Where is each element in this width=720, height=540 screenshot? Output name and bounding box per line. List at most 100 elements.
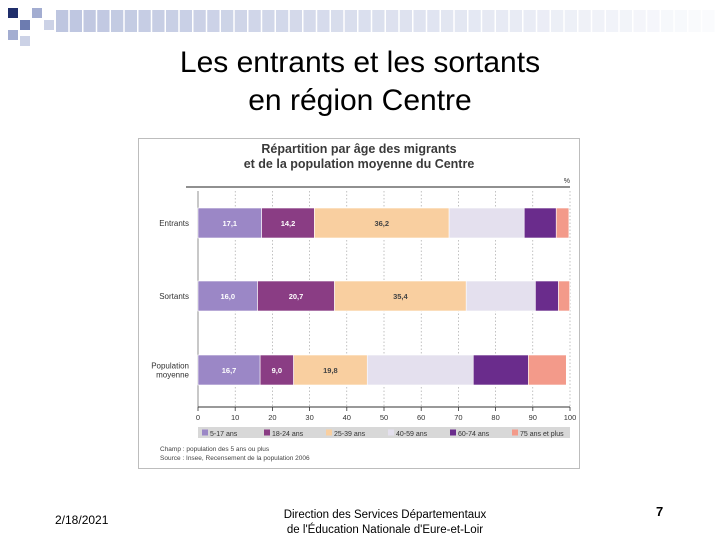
bar-2-5 [528, 354, 567, 386]
legend-label-1: 18-24 ans [272, 431, 304, 438]
footer-date: 2/18/2021 [55, 513, 109, 527]
bar-2-3 [366, 354, 474, 386]
category-label-2-0: Population [151, 362, 189, 371]
data-label-0-1: 14,2 [281, 219, 296, 228]
decor-square-1 [20, 20, 30, 30]
x-tick-label-60: 60 [417, 413, 425, 422]
x-tick-label-30: 30 [305, 413, 313, 422]
bar-0-1 [261, 207, 315, 239]
decor-stripe-31 [482, 10, 495, 32]
x-tick-label-50: 50 [380, 413, 388, 422]
decor-stripe-33 [509, 10, 522, 32]
legend-swatch-2 [326, 429, 332, 436]
x-tick-label-80: 80 [491, 413, 499, 422]
slide-title-line-2: en région Centre [248, 84, 472, 117]
x-tick-label-40: 40 [343, 413, 351, 422]
decor-square-2 [32, 8, 42, 18]
decor-stripe-18 [303, 10, 316, 32]
x-tick-label-0: 0 [196, 413, 200, 422]
decor-square-4 [8, 30, 18, 40]
chart-note-1: Source : Insee, Recensement de la popula… [160, 455, 310, 462]
chart-unit-label: % [564, 178, 570, 185]
decor-stripe-26 [413, 10, 426, 32]
decor-stripe-25 [399, 10, 412, 32]
legend-label-5: 75 ans et plus [520, 431, 564, 438]
legend-swatch-3 [388, 429, 394, 436]
decor-stripe-13 [234, 10, 247, 32]
decor-stripe-36 [551, 10, 564, 32]
bar-1-5 [558, 280, 570, 312]
bar-2-1 [259, 354, 294, 386]
bar-0-5 [555, 207, 570, 239]
decor-stripe-40 [606, 10, 619, 32]
decor-stripe-47 [702, 10, 715, 32]
footer-line-2: de l'Éducation Nationale d'Eure-et-Loir [286, 524, 484, 536]
decor-stripe-22 [358, 10, 371, 32]
decor-stripe-38 [578, 10, 591, 32]
decor-stripe-11 [207, 10, 220, 32]
legend-label-3: 40-59 ans [396, 431, 428, 438]
decor-stripe-15 [262, 10, 275, 32]
data-label-1-1: 20,7 [289, 292, 304, 301]
footer-line-1: Direction des Services Départementaux [283, 509, 487, 521]
data-label-1-0: 16,0 [220, 292, 235, 301]
data-label-2-1: 9,0 [272, 366, 282, 375]
decor-stripe-3 [97, 10, 110, 32]
decor-stripe-8 [166, 10, 179, 32]
x-tick-label-10: 10 [231, 413, 239, 422]
footer-text: Direction des Services Départementaux de… [240, 508, 530, 538]
decor-stripe-35 [537, 10, 550, 32]
legend-swatch-4 [450, 429, 456, 436]
decor-stripe-24 [386, 10, 399, 32]
decor-stripe-34 [523, 10, 536, 32]
decor-stripe-46 [688, 10, 701, 32]
decor-stripe-0 [56, 10, 69, 32]
header-decoration [8, 8, 715, 46]
bar-1-4 [535, 280, 559, 312]
decor-stripe-9 [179, 10, 192, 32]
decor-stripe-19 [317, 10, 330, 32]
legend-background [198, 427, 570, 438]
bar-0-2 [314, 207, 450, 239]
decor-stripe-44 [661, 10, 674, 32]
chart-note-0: Champ : population des 5 ans ou plus [160, 446, 270, 453]
decor-stripe-23 [372, 10, 385, 32]
slide-title: Les entrants et les sortants en région C… [110, 44, 610, 120]
decor-stripe-42 [633, 10, 646, 32]
legend-swatch-5 [512, 429, 518, 436]
decor-square-3 [44, 20, 54, 30]
decor-stripe-12 [221, 10, 234, 32]
bar-1-2 [334, 280, 467, 312]
data-label-2-2: 19,8 [323, 366, 338, 375]
legend-label-2: 25-39 ans [334, 431, 366, 438]
bar-1-3 [465, 280, 536, 312]
decor-stripe-17 [289, 10, 302, 32]
x-tick-label-100: 100 [564, 413, 577, 422]
chart-frame: Répartition par âge des migrants et de la… [138, 138, 580, 469]
decor-stripe-10 [193, 10, 206, 32]
decor-stripe-32 [496, 10, 509, 32]
bar-1-1 [257, 280, 335, 312]
decor-stripe-2 [83, 10, 96, 32]
data-label-2-0: 16,7 [222, 366, 237, 375]
legend-swatch-0 [202, 429, 208, 436]
decor-stripe-7 [152, 10, 165, 32]
decor-stripe-6 [138, 10, 151, 32]
decor-stripe-41 [619, 10, 632, 32]
bar-2-0 [197, 354, 261, 386]
decor-stripe-14 [248, 10, 261, 32]
decor-square-5 [20, 36, 30, 46]
page-number: 7 [656, 504, 664, 519]
decor-stripe-21 [344, 10, 357, 32]
chart-title-line-2: et de la population moyenne du Centre [244, 157, 475, 171]
data-label-0-0: 17,1 [223, 219, 238, 228]
bar-0-3 [448, 207, 525, 239]
x-tick-label-90: 90 [529, 413, 537, 422]
decor-stripe-37 [564, 10, 577, 32]
decor-square-0 [8, 8, 18, 18]
decor-stripe-30 [468, 10, 481, 32]
decor-stripe-28 [441, 10, 454, 32]
decor-stripe-43 [647, 10, 660, 32]
decor-stripe-5 [124, 10, 137, 32]
